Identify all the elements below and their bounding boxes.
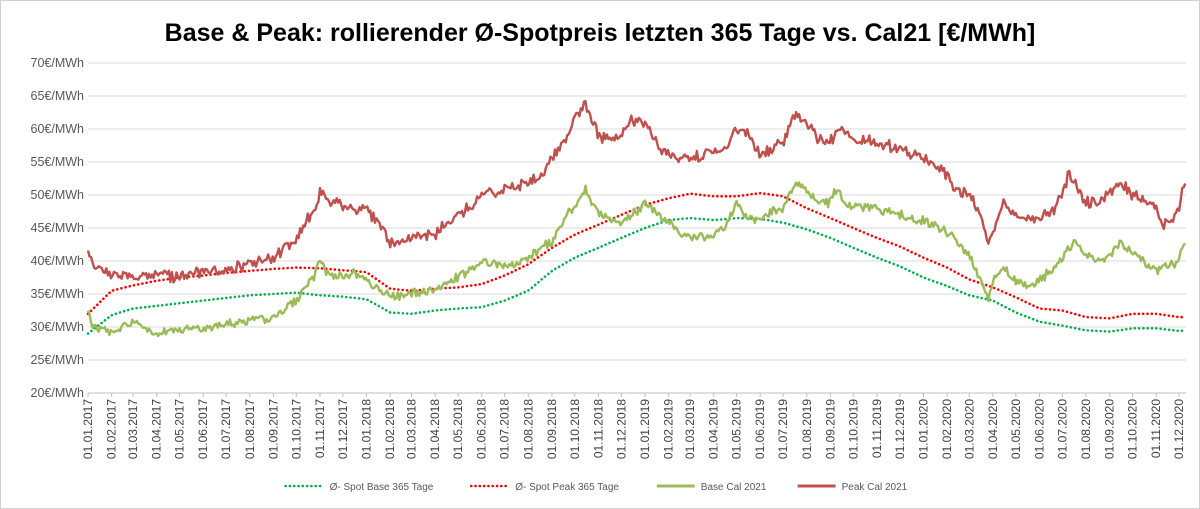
x-tick-label: 01.03.2017 xyxy=(126,399,140,459)
x-tick-label: 01.08.2017 xyxy=(243,399,257,459)
x-tick-label: 01.03.2018 xyxy=(405,399,419,459)
x-tick-label: 01.07.2020 xyxy=(1055,399,1069,459)
legend-item: Ø- Spot Base 365 Tage xyxy=(284,482,434,493)
chart-title: Base & Peak: rollierender Ø-Spotpreis le… xyxy=(165,19,1036,47)
x-tick-label: 01.11.2017 xyxy=(313,399,327,458)
x-tick-label: 01.05.2019 xyxy=(730,399,744,459)
x-tick-label: 01.08.2020 xyxy=(1079,399,1093,459)
x-tick-label: 01.03.2020 xyxy=(962,399,976,459)
x-tick-label: 01.10.2018 xyxy=(568,399,582,459)
x-tick-label: 01.05.2020 xyxy=(1009,399,1023,459)
y-tick-label: 45€/MWh xyxy=(31,221,85,235)
y-tick-label: 25€/MWh xyxy=(31,353,85,367)
x-tick-label: 01.12.2018 xyxy=(614,399,628,459)
y-tick-label: 20€/MWh xyxy=(31,386,85,400)
x-tick-label: 01.10.2020 xyxy=(1126,399,1140,459)
y-tick-label: 60€/MWh xyxy=(31,122,85,136)
x-tick-label: 01.07.2017 xyxy=(219,399,233,459)
x-tick-label: 01.12.2019 xyxy=(893,399,907,459)
x-tick-label: 01.06.2019 xyxy=(753,399,767,459)
series-line-4 xyxy=(86,100,1187,284)
y-axis: 20€/MWh 25€/MWh 30€/MWh 35€/MWh 40€/MWh 45€/M… xyxy=(31,56,85,400)
x-axis: 01.01.2017 01.02.2017 01.03.2017 01.04.2017… xyxy=(81,392,1186,459)
x-tick-label: 01.05.2017 xyxy=(173,399,187,459)
x-tick-label: 01.01.2018 xyxy=(360,399,374,459)
legend-item: Base Cal 2021 xyxy=(656,482,767,493)
x-tick-label: 01.02.2018 xyxy=(383,399,397,459)
x-tick-label: 01.11.2019 xyxy=(870,399,884,458)
x-tick-label: 01.06.2020 xyxy=(1032,399,1046,459)
x-tick-label: 01.01.2017 xyxy=(81,399,95,459)
x-tick-label: 01.09.2018 xyxy=(545,399,559,459)
x-tick-label: 01.03.2019 xyxy=(683,399,697,459)
x-tick-label: 01.01.2019 xyxy=(638,399,652,459)
y-tick-label: 55€/MWh xyxy=(31,155,85,169)
y-tick-label: 65€/MWh xyxy=(31,89,85,103)
y-tick-label: 35€/MWh xyxy=(31,287,85,301)
x-tick-label: 01.10.2017 xyxy=(289,399,303,459)
y-tick-label: 30€/MWh xyxy=(31,320,85,334)
legend: Ø- Spot Base 365 Tage Ø- Spot Peak 365 Ta… xyxy=(284,482,908,493)
x-tick-label: 01.02.2020 xyxy=(940,399,954,459)
legend-label: Peak Cal 2021 xyxy=(842,482,908,493)
legend-label: Ø- Spot Base 365 Tage xyxy=(330,482,434,493)
legend-label: Base Cal 2021 xyxy=(701,482,767,493)
x-tick-label: 01.04.2019 xyxy=(707,399,721,459)
legend-item: Peak Cal 2021 xyxy=(797,482,908,493)
x-tick-label: 01.06.2018 xyxy=(475,399,489,459)
x-tick-label: 01.10.2019 xyxy=(846,399,860,459)
y-tick-label: 70€/MWh xyxy=(31,56,85,70)
x-tick-label: 01.11.2018 xyxy=(591,399,605,458)
series-lines xyxy=(86,100,1187,338)
x-tick-label: 01.05.2018 xyxy=(451,399,465,459)
x-tick-label: 01.09.2020 xyxy=(1103,399,1117,459)
x-tick-label: 01.01.2020 xyxy=(917,399,931,459)
x-tick-label: 01.02.2017 xyxy=(105,399,119,459)
x-tick-label: 01.07.2019 xyxy=(776,399,790,459)
x-tick-label: 01.06.2017 xyxy=(196,399,210,459)
x-tick-label: 01.12.2020 xyxy=(1172,399,1186,459)
legend-label: Ø- Spot Peak 365 Tage xyxy=(515,482,619,493)
x-tick-label: 01.07.2018 xyxy=(498,399,512,459)
x-tick-label: 01.09.2017 xyxy=(266,399,280,459)
series-line-2 xyxy=(86,191,1186,320)
x-tick-label: 01.09.2019 xyxy=(823,399,837,459)
x-tick-label: 01.08.2019 xyxy=(800,399,814,459)
legend-item: Ø- Spot Peak 365 Tage xyxy=(469,482,619,493)
y-tick-label: 40€/MWh xyxy=(31,254,85,268)
x-tick-label: 01.04.2017 xyxy=(150,399,164,459)
x-tick-label: 01.02.2019 xyxy=(662,399,676,459)
series-line-1 xyxy=(86,216,1186,335)
series-line-3 xyxy=(86,181,1187,338)
x-tick-label: 01.08.2018 xyxy=(521,399,535,459)
x-tick-label: 01.04.2020 xyxy=(986,399,1000,459)
x-tick-label: 01.04.2018 xyxy=(428,399,442,459)
y-tick-label: 50€/MWh xyxy=(31,188,85,202)
grid-lines xyxy=(88,62,1186,394)
x-tick-label: 01.11.2020 xyxy=(1149,399,1163,458)
x-tick-label: 01.12.2017 xyxy=(336,399,350,459)
